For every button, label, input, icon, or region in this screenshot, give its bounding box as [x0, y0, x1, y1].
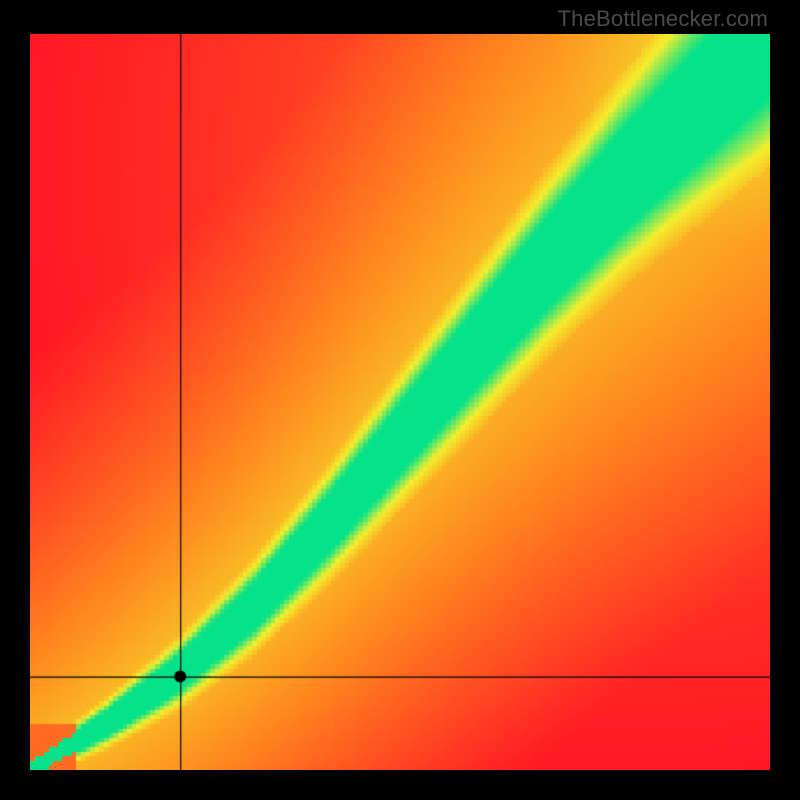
- watermark-text: TheBottlenecker.com: [558, 6, 768, 32]
- plot-area: [30, 34, 770, 770]
- overlay-canvas: [30, 34, 770, 770]
- chart-container: TheBottlenecker.com: [0, 0, 800, 800]
